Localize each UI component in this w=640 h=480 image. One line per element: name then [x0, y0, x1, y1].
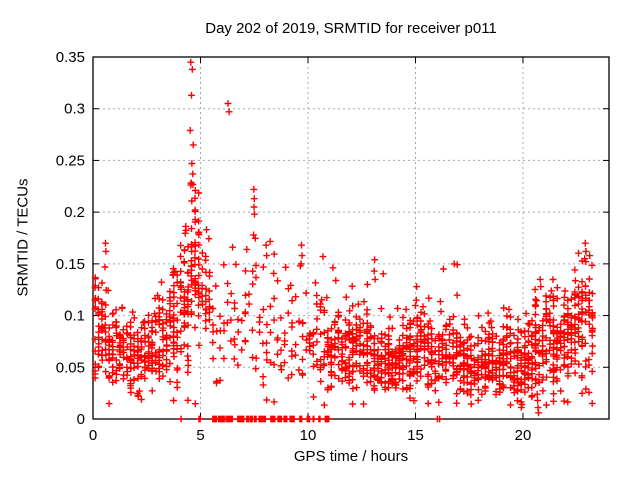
data-points: [91, 58, 596, 423]
y-tick-label: 0.05: [56, 359, 85, 376]
x-tick-label: 20: [515, 427, 532, 444]
y-tick-label: 0.3: [64, 101, 85, 118]
y-tick-label: 0.25: [56, 152, 85, 169]
chart-title: Day 202 of 2019, SRMTID for receiver p01…: [205, 20, 497, 37]
y-tick-label: 0.1: [64, 308, 85, 325]
y-axis-label: SRMTID / TECUs: [14, 178, 32, 297]
x-tick-label: 15: [407, 427, 424, 444]
y-tick-label: 0.15: [56, 256, 85, 273]
y-tick-label: 0.2: [64, 204, 85, 221]
x-axis-label: GPS time / hours: [293, 448, 409, 465]
x-tick-label: 0: [89, 427, 97, 444]
x-tick-label: 5: [196, 427, 204, 444]
plot-frame: [92, 56, 610, 420]
y-tick-label: 0.35: [56, 49, 85, 66]
x-tick-label: 10: [300, 427, 317, 444]
y-tick-label: 0: [77, 411, 85, 428]
